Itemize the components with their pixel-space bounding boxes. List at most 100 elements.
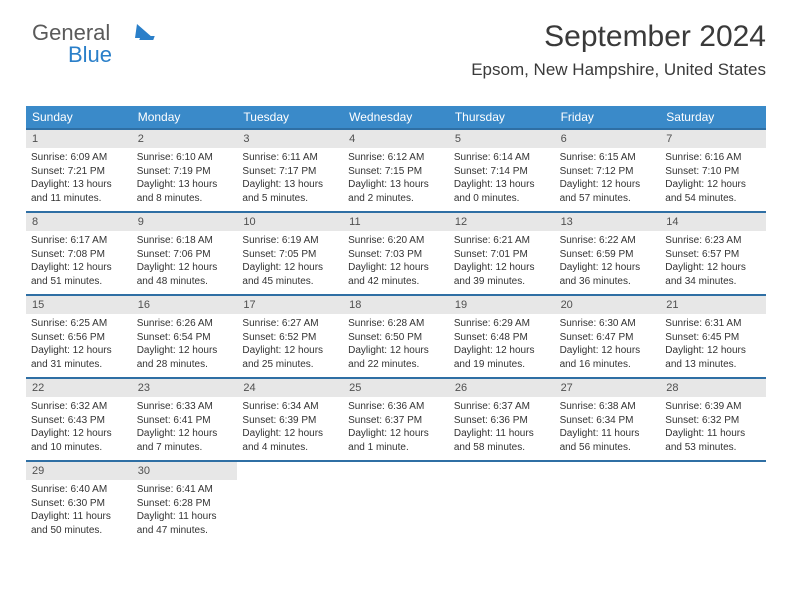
day-cell: 2Sunrise: 6:10 AMSunset: 7:19 PMDaylight…	[132, 130, 238, 211]
daylight-line: Daylight: 12 hours and 1 minute.	[348, 427, 444, 454]
daylight-line: Daylight: 12 hours and 45 minutes.	[242, 261, 338, 288]
day-cell: 22Sunrise: 6:32 AMSunset: 6:43 PMDayligh…	[26, 379, 132, 460]
daylight-line: Daylight: 13 hours and 11 minutes.	[31, 178, 127, 205]
sunset-line: Sunset: 7:01 PM	[454, 248, 550, 262]
day-body: Sunrise: 6:34 AMSunset: 6:39 PMDaylight:…	[237, 397, 343, 460]
sunset-line: Sunset: 7:10 PM	[665, 165, 761, 179]
day-header: Saturday	[660, 106, 766, 128]
sunset-line: Sunset: 7:17 PM	[242, 165, 338, 179]
daylight-line: Daylight: 11 hours and 47 minutes.	[137, 510, 233, 537]
sunrise-line: Sunrise: 6:41 AM	[137, 483, 233, 497]
day-body: Sunrise: 6:15 AMSunset: 7:12 PMDaylight:…	[555, 148, 661, 211]
day-body: Sunrise: 6:40 AMSunset: 6:30 PMDaylight:…	[26, 480, 132, 543]
day-cell	[449, 462, 555, 543]
day-body: Sunrise: 6:22 AMSunset: 6:59 PMDaylight:…	[555, 231, 661, 294]
daylight-line: Daylight: 12 hours and 36 minutes.	[560, 261, 656, 288]
sunrise-line: Sunrise: 6:20 AM	[348, 234, 444, 248]
day-body: Sunrise: 6:25 AMSunset: 6:56 PMDaylight:…	[26, 314, 132, 377]
day-number: 23	[132, 379, 238, 397]
sunset-line: Sunset: 6:36 PM	[454, 414, 550, 428]
day-header: Tuesday	[237, 106, 343, 128]
day-body: Sunrise: 6:27 AMSunset: 6:52 PMDaylight:…	[237, 314, 343, 377]
day-body: Sunrise: 6:36 AMSunset: 6:37 PMDaylight:…	[343, 397, 449, 460]
sunset-line: Sunset: 7:08 PM	[31, 248, 127, 262]
day-cell: 23Sunrise: 6:33 AMSunset: 6:41 PMDayligh…	[132, 379, 238, 460]
daylight-line: Daylight: 12 hours and 48 minutes.	[137, 261, 233, 288]
sunrise-line: Sunrise: 6:39 AM	[665, 400, 761, 414]
daylight-line: Daylight: 11 hours and 56 minutes.	[560, 427, 656, 454]
day-cell: 12Sunrise: 6:21 AMSunset: 7:01 PMDayligh…	[449, 213, 555, 294]
day-cell: 6Sunrise: 6:15 AMSunset: 7:12 PMDaylight…	[555, 130, 661, 211]
sunrise-line: Sunrise: 6:11 AM	[242, 151, 338, 165]
day-body: Sunrise: 6:20 AMSunset: 7:03 PMDaylight:…	[343, 231, 449, 294]
daylight-line: Daylight: 11 hours and 50 minutes.	[31, 510, 127, 537]
daylight-line: Daylight: 12 hours and 51 minutes.	[31, 261, 127, 288]
day-body: Sunrise: 6:19 AMSunset: 7:05 PMDaylight:…	[237, 231, 343, 294]
day-body: Sunrise: 6:31 AMSunset: 6:45 PMDaylight:…	[660, 314, 766, 377]
daylight-line: Daylight: 12 hours and 16 minutes.	[560, 344, 656, 371]
calendar-header-row: SundayMondayTuesdayWednesdayThursdayFrid…	[26, 106, 766, 130]
day-header: Sunday	[26, 106, 132, 128]
sunrise-line: Sunrise: 6:28 AM	[348, 317, 444, 331]
daylight-line: Daylight: 12 hours and 42 minutes.	[348, 261, 444, 288]
day-number: 10	[237, 213, 343, 231]
day-number: 28	[660, 379, 766, 397]
day-number: 27	[555, 379, 661, 397]
day-number: 19	[449, 296, 555, 314]
sunrise-line: Sunrise: 6:18 AM	[137, 234, 233, 248]
day-body: Sunrise: 6:30 AMSunset: 6:47 PMDaylight:…	[555, 314, 661, 377]
day-cell: 30Sunrise: 6:41 AMSunset: 6:28 PMDayligh…	[132, 462, 238, 543]
day-body: Sunrise: 6:33 AMSunset: 6:41 PMDaylight:…	[132, 397, 238, 460]
logo-sail-base-icon	[139, 36, 154, 40]
sunrise-line: Sunrise: 6:14 AM	[454, 151, 550, 165]
day-body: Sunrise: 6:23 AMSunset: 6:57 PMDaylight:…	[660, 231, 766, 294]
day-header: Wednesday	[343, 106, 449, 128]
sunrise-line: Sunrise: 6:29 AM	[454, 317, 550, 331]
day-number: 13	[555, 213, 661, 231]
day-body: Sunrise: 6:09 AMSunset: 7:21 PMDaylight:…	[26, 148, 132, 211]
day-number: 20	[555, 296, 661, 314]
day-number: 30	[132, 462, 238, 480]
daylight-line: Daylight: 12 hours and 4 minutes.	[242, 427, 338, 454]
sunrise-line: Sunrise: 6:27 AM	[242, 317, 338, 331]
sunset-line: Sunset: 7:12 PM	[560, 165, 656, 179]
sunrise-line: Sunrise: 6:30 AM	[560, 317, 656, 331]
day-cell: 17Sunrise: 6:27 AMSunset: 6:52 PMDayligh…	[237, 296, 343, 377]
day-number: 21	[660, 296, 766, 314]
daylight-line: Daylight: 13 hours and 8 minutes.	[137, 178, 233, 205]
day-number: 24	[237, 379, 343, 397]
sunrise-line: Sunrise: 6:17 AM	[31, 234, 127, 248]
day-number: 26	[449, 379, 555, 397]
sunrise-line: Sunrise: 6:09 AM	[31, 151, 127, 165]
day-cell: 20Sunrise: 6:30 AMSunset: 6:47 PMDayligh…	[555, 296, 661, 377]
sunrise-line: Sunrise: 6:38 AM	[560, 400, 656, 414]
day-body: Sunrise: 6:37 AMSunset: 6:36 PMDaylight:…	[449, 397, 555, 460]
sunrise-line: Sunrise: 6:36 AM	[348, 400, 444, 414]
sunset-line: Sunset: 6:45 PM	[665, 331, 761, 345]
day-body: Sunrise: 6:17 AMSunset: 7:08 PMDaylight:…	[26, 231, 132, 294]
sunset-line: Sunset: 7:06 PM	[137, 248, 233, 262]
day-cell	[237, 462, 343, 543]
day-body: Sunrise: 6:28 AMSunset: 6:50 PMDaylight:…	[343, 314, 449, 377]
day-cell: 19Sunrise: 6:29 AMSunset: 6:48 PMDayligh…	[449, 296, 555, 377]
day-cell: 1Sunrise: 6:09 AMSunset: 7:21 PMDaylight…	[26, 130, 132, 211]
day-cell: 8Sunrise: 6:17 AMSunset: 7:08 PMDaylight…	[26, 213, 132, 294]
day-number: 15	[26, 296, 132, 314]
sunset-line: Sunset: 6:50 PM	[348, 331, 444, 345]
sunset-line: Sunset: 6:32 PM	[665, 414, 761, 428]
day-cell: 27Sunrise: 6:38 AMSunset: 6:34 PMDayligh…	[555, 379, 661, 460]
sunrise-line: Sunrise: 6:40 AM	[31, 483, 127, 497]
daylight-line: Daylight: 12 hours and 54 minutes.	[665, 178, 761, 205]
week-row: 8Sunrise: 6:17 AMSunset: 7:08 PMDaylight…	[26, 213, 766, 296]
day-body: Sunrise: 6:10 AMSunset: 7:19 PMDaylight:…	[132, 148, 238, 211]
title-block: September 2024 Epsom, New Hampshire, Uni…	[471, 20, 766, 80]
sunrise-line: Sunrise: 6:21 AM	[454, 234, 550, 248]
day-cell: 15Sunrise: 6:25 AMSunset: 6:56 PMDayligh…	[26, 296, 132, 377]
day-header: Thursday	[449, 106, 555, 128]
day-number: 9	[132, 213, 238, 231]
day-number: 7	[660, 130, 766, 148]
sunrise-line: Sunrise: 6:31 AM	[665, 317, 761, 331]
day-number: 11	[343, 213, 449, 231]
sunset-line: Sunset: 7:19 PM	[137, 165, 233, 179]
day-cell: 13Sunrise: 6:22 AMSunset: 6:59 PMDayligh…	[555, 213, 661, 294]
